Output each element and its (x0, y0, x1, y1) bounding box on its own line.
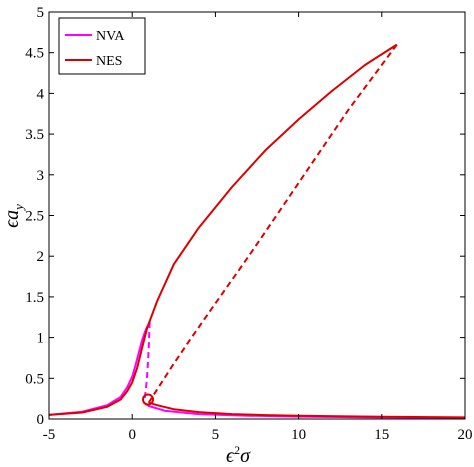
annotation-circle-0 (142, 393, 154, 406)
x-tick-label-2: 5 (212, 427, 220, 443)
y-tick-label-0: 0 (37, 412, 45, 428)
y-axis-label-base: ϵa (1, 210, 23, 228)
legend: NVA NES (58, 17, 146, 75)
legend-label-nva: NVA (96, 29, 125, 44)
series-nes (48, 43, 398, 416)
x-tick-label-3: 10 (291, 427, 306, 443)
y-tick-label-6: 3 (37, 168, 45, 184)
x-axis-label-base: ϵ (226, 445, 235, 467)
x-tick-label-1: 0 (128, 427, 136, 443)
y-tick-label-7: 3.5 (25, 127, 44, 143)
y-tick-label-3: 1.5 (25, 290, 44, 306)
legend-box (58, 17, 146, 75)
annotation-layer (142, 393, 154, 406)
x-tick-label-4: 15 (374, 427, 389, 443)
y-tick-label-10: 5 (37, 5, 45, 21)
y-tick-label-4: 2 (37, 249, 45, 265)
x-tick-label-5: 20 (458, 427, 473, 443)
x-axis-label-tail: σ (240, 445, 251, 467)
y-tick-label-1: 0.5 (25, 371, 44, 387)
y-axis-label: ϵay (1, 204, 26, 228)
legend-label-nes: NES (96, 54, 122, 69)
x-tick-label-0: -5 (43, 427, 56, 443)
x-axis-label: ϵ2σ (226, 443, 251, 467)
series-nes-unstable (147, 44, 398, 404)
y-axis-label-sub: y (11, 204, 26, 212)
y-tick-label-5: 2.5 (25, 209, 44, 225)
series-layer (48, 43, 466, 419)
y-tick-label-8: 4 (37, 86, 45, 102)
y-tick-label-2: 1 (37, 331, 45, 347)
x-axis-label-sup: 2 (234, 443, 240, 457)
y-tick-label-9: 4.5 (25, 46, 44, 62)
series-nva-unstable (142, 322, 151, 403)
series-nes-lower (148, 401, 466, 419)
